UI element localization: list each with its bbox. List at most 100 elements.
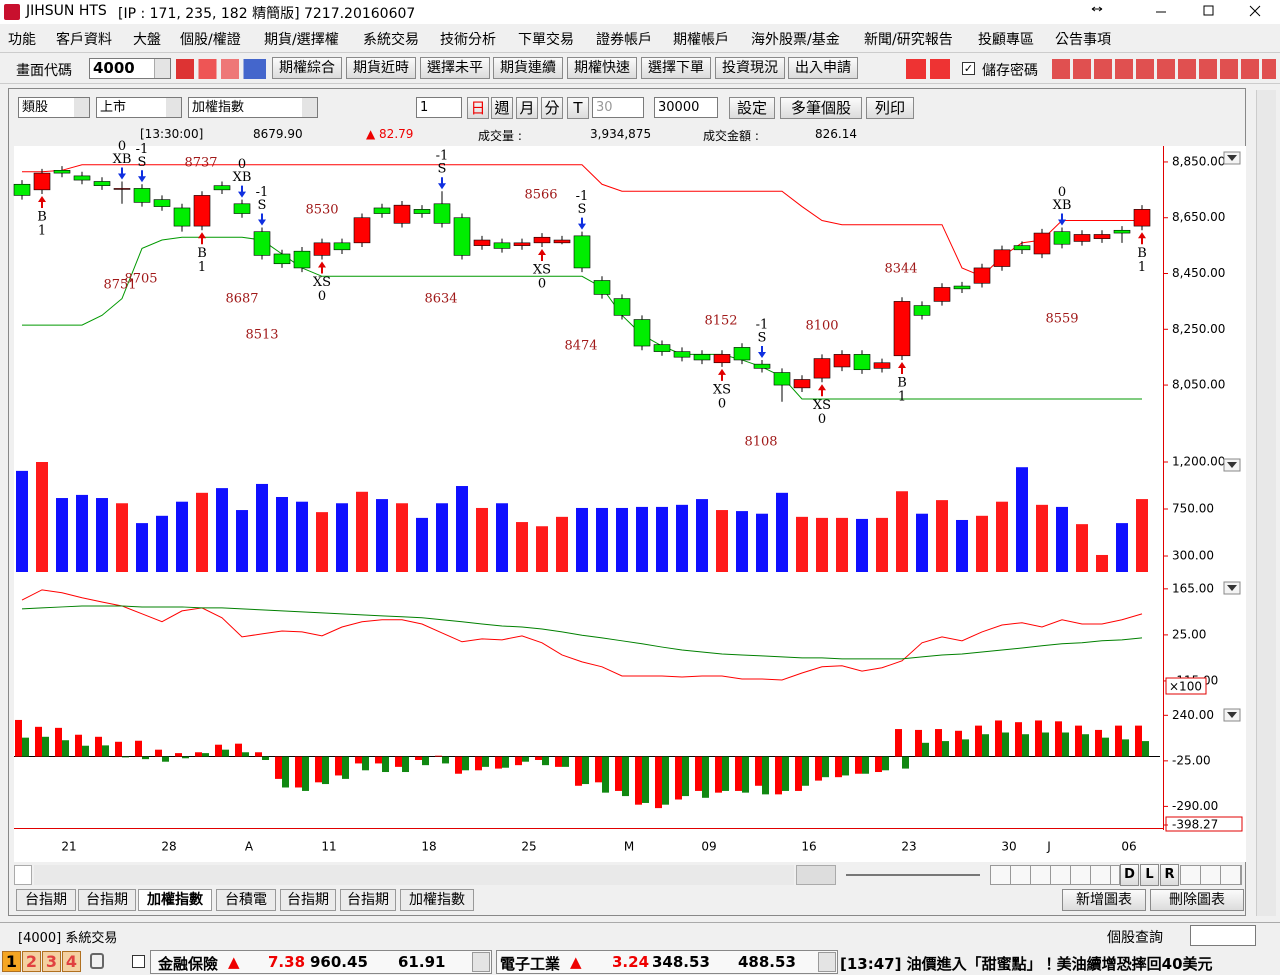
menu-item[interactable]: 投顧專區 (978, 32, 1034, 48)
sector-name: 電子工業 (500, 955, 561, 973)
sector-change: 7.38 (268, 953, 306, 971)
chart-manage-button[interactable]: 刪除圖表 (1150, 889, 1244, 911)
chart-tab[interactable]: 加權指數 (400, 889, 474, 911)
menu-item[interactable]: 期貨/選擇權 (264, 32, 339, 48)
menu-item[interactable]: 新聞/研究報告 (864, 32, 953, 48)
chart-tab[interactable]: 加權指數 (138, 889, 212, 911)
ticker-checkbox[interactable] (132, 955, 145, 968)
minutes-input[interactable]: 30 (592, 97, 644, 118)
select-arrow[interactable] (166, 98, 181, 117)
sector-arrow: ▲ (228, 953, 240, 971)
code-input[interactable]: 4000 (89, 58, 171, 79)
vertical-scrollbar[interactable] (1256, 90, 1276, 916)
chart-tab[interactable]: 台指期 (280, 889, 336, 911)
app-icon (4, 4, 20, 20)
period-button[interactable]: 日 (467, 97, 489, 119)
select-arrow[interactable] (302, 98, 317, 117)
period-button[interactable]: T (567, 97, 589, 119)
chart-window (8, 88, 1246, 916)
scroll-track[interactable] (34, 865, 794, 885)
sector-box (150, 950, 492, 974)
chart-tab[interactable]: 台指期 (78, 889, 136, 911)
nav-icons[interactable] (906, 59, 950, 79)
zoom-button[interactable]: R (1160, 864, 1179, 886)
select[interactable]: 類股 (18, 97, 90, 118)
menu-item[interactable]: 公告事項 (1055, 32, 1111, 48)
chart-toolbar: 類股 上市 加權指數 1 日週月分 T 30 30000 設定 多筆個股 列印 (10, 94, 1244, 122)
ticker-tab[interactable]: 4 (62, 951, 81, 972)
sector-dropdown[interactable] (472, 952, 490, 972)
search-label: 個股查詢 (1107, 930, 1163, 946)
period-button[interactable]: 分 (541, 97, 563, 119)
sector-dropdown[interactable] (818, 952, 836, 972)
menu-item[interactable]: 系統交易 (363, 32, 419, 48)
period-button[interactable]: 月 (516, 97, 538, 119)
screen-status: [4000] 系統交易 (18, 931, 118, 946)
code-label: 畫面代碼 (16, 63, 72, 79)
menu-item[interactable]: 海外股票/基金 (751, 32, 840, 48)
tool-icons[interactable] (176, 59, 266, 79)
period-button[interactable]: 週 (491, 97, 513, 119)
toolbar-button[interactable]: 期權綜合 (272, 57, 342, 79)
menu-item[interactable]: 客戶資料 (56, 32, 112, 48)
quote-amount-label: 成交金額 : (703, 129, 759, 143)
zoom-slider[interactable] (846, 874, 980, 876)
zoom-button[interactable]: D (1120, 864, 1139, 886)
chart-tab[interactable]: 台指期 (16, 889, 76, 911)
quote-row: [13:30:00] 8679.90 ▲ 82.79 成交量 : 3,934,875 成交… (10, 124, 1244, 144)
save-password-checkbox[interactable]: ✓ (962, 62, 975, 75)
tool-icons-right[interactable] (1052, 59, 1276, 79)
menu-item[interactable]: 期權帳戶 (673, 32, 729, 48)
toolbar-button[interactable]: 選擇未平 (420, 57, 490, 79)
toolbar-button[interactable]: 期貨近時 (346, 57, 416, 79)
zoom-controls[interactable] (990, 865, 1120, 885)
chart-button[interactable]: 多筆個股 (780, 97, 862, 119)
toolbar-button[interactable]: 選擇下單 (641, 57, 711, 79)
toolbar-button[interactable]: 投資現況 (715, 57, 785, 79)
quote-volume-label: 成交量 : (478, 129, 522, 143)
chart-tab[interactable]: 台指期 (340, 889, 396, 911)
scroll-right[interactable] (796, 865, 836, 885)
lock-icon[interactable] (90, 953, 104, 969)
ticker-tab[interactable]: 1 (2, 951, 21, 972)
count-input[interactable]: 1 (416, 97, 462, 118)
sector-arrow: ▲ (570, 953, 582, 971)
sector-volume: 488.53 (738, 953, 796, 971)
menu-item[interactable]: 大盤 (133, 32, 161, 48)
toolbar-button[interactable]: 出入申請 (788, 57, 858, 79)
sector-name: 金融保險 (158, 955, 219, 973)
scroll-left[interactable] (14, 865, 32, 885)
chart-button[interactable]: 設定 (729, 97, 775, 119)
chart-manage-button[interactable]: 新增圖表 (1062, 889, 1146, 911)
menu-item[interactable]: 個股/權證 (180, 32, 241, 48)
bars-input[interactable]: 30000 (654, 97, 718, 118)
chart-button[interactable]: 列印 (866, 97, 914, 119)
ticker-bar: 1 2 3 4 金融保險 ▲ 7.38 960.45 61.91 電子工業 ▲ 3.24 348.53 4… (0, 949, 1280, 975)
toolbar-button[interactable]: 期權快速 (567, 57, 637, 79)
toolbar-button[interactable]: 期貨連續 (493, 57, 563, 79)
zoom-controls-right[interactable] (1180, 865, 1242, 885)
sector-volume: 61.91 (398, 953, 446, 971)
ticker-tab[interactable]: 2 (22, 951, 41, 972)
select[interactable]: 加權指數 (188, 97, 318, 118)
window-info: [IP : 171, 235, 182 精簡版] 7217.20160607 (118, 6, 416, 22)
chart-tab[interactable]: 台積電 (216, 889, 276, 911)
search-input[interactable] (1190, 925, 1256, 946)
ticker-tab[interactable]: 3 (42, 951, 61, 972)
select-arrow[interactable] (74, 98, 89, 117)
code-dropdown[interactable] (154, 59, 170, 78)
sector-box (496, 950, 838, 974)
menu-item[interactable]: 技術分析 (440, 32, 496, 48)
select[interactable]: 上市 (96, 97, 182, 118)
menu-item[interactable]: 下單交易 (518, 32, 574, 48)
menu-item[interactable]: 證券帳戶 (596, 32, 652, 48)
menu-item[interactable]: 功能 (8, 32, 36, 48)
zoom-button[interactable]: L (1140, 864, 1159, 886)
quote-amount: 826.14 (815, 127, 857, 141)
window-controls[interactable] (1080, 0, 1280, 24)
status-bar: [4000] 系統交易 個股查詢 (0, 922, 1280, 948)
sector-index: 348.53 (652, 953, 710, 971)
sector-index: 960.45 (310, 953, 368, 971)
tab-row: 台指期 台指期 加權指數 台積電 台指期 台指期 加權指數 新增圖表 刪除圖表 (10, 887, 1244, 913)
